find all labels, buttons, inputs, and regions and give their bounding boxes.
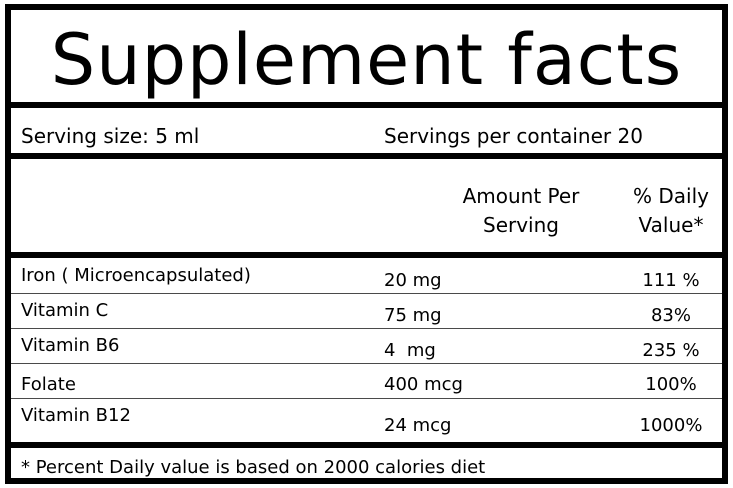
- row-divider: [11, 293, 722, 294]
- amount-header-line-2: Serving: [483, 213, 559, 237]
- nutrient-amount: 20 mg: [384, 270, 442, 291]
- nutrient-daily-value: 83%: [650, 305, 691, 326]
- nutrient-daily-value: 235 %: [642, 340, 700, 361]
- daily-value-header-line-1: % Daily: [633, 184, 709, 208]
- nutrient-name: Vitamin C: [21, 300, 109, 321]
- servings-per-container: Servings per container 20: [384, 124, 643, 148]
- nutrient-daily-value: 100%: [645, 374, 697, 395]
- amount-header-line-1: Amount Per: [462, 184, 580, 208]
- daily-value-header: % Daily Value*: [611, 182, 731, 240]
- footnote-divider: [11, 442, 722, 448]
- daily-value-header-line-2: Value*: [638, 213, 704, 237]
- nutrient-name: Vitamin B12: [21, 405, 131, 426]
- nutrient-name: Vitamin B6: [21, 335, 120, 356]
- panel-title: Supplement facts: [50, 19, 683, 101]
- serving-size: Serving size: 5 ml: [21, 124, 200, 148]
- row-divider: [11, 328, 722, 329]
- nutrient-name: Iron ( Microencapsulated): [21, 265, 251, 286]
- footnote: * Percent Daily value is based on 2000 c…: [21, 457, 486, 478]
- nutrient-amount: 400 mcg: [384, 374, 463, 395]
- title-divider: [11, 102, 722, 108]
- nutrient-daily-value: 1000%: [639, 415, 703, 436]
- amount-per-serving-header: Amount Per Serving: [386, 182, 656, 240]
- header-divider: [11, 252, 722, 258]
- nutrient-daily-value: 111 %: [642, 270, 700, 291]
- nutrient-amount: 4 mg: [384, 340, 436, 361]
- nutrient-name: Folate: [21, 374, 76, 395]
- nutrient-amount: 75 mg: [384, 305, 442, 326]
- row-divider: [11, 363, 722, 364]
- supplement-facts-panel: Supplement facts Serving size: 5 ml Serv…: [5, 4, 728, 484]
- row-divider: [11, 398, 722, 399]
- nutrient-amount: 24 mcg: [384, 415, 452, 436]
- serving-divider: [11, 153, 722, 159]
